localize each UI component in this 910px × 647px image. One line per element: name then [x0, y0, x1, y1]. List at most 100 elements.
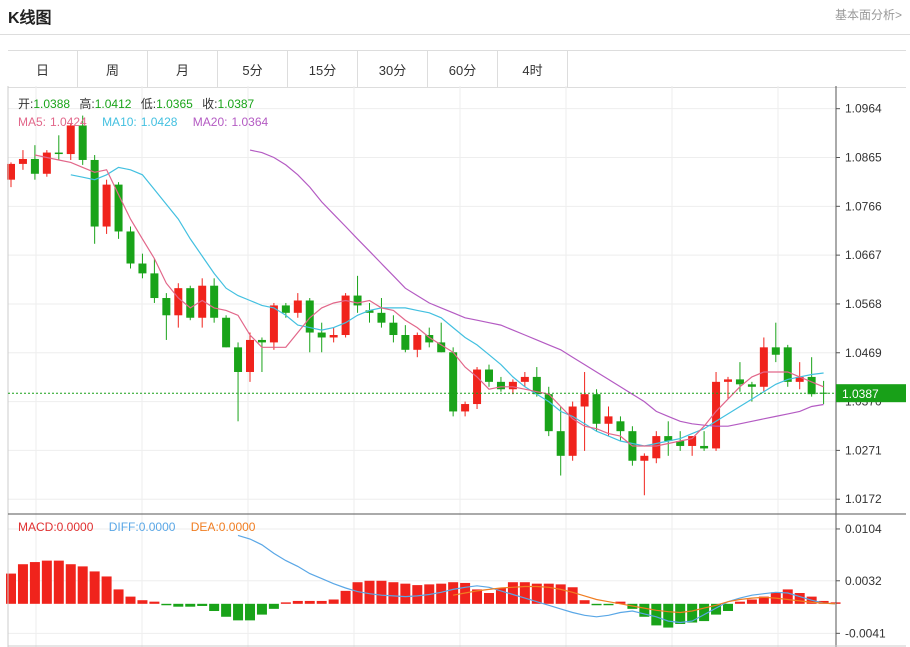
- fundamental-analysis-link[interactable]: 基本面分析>: [834, 8, 902, 22]
- candle-body: [592, 394, 601, 424]
- tab-month[interactable]: 月: [148, 51, 218, 87]
- candle-body: [652, 436, 661, 459]
- candle-body: [150, 273, 159, 299]
- macd-bar: [137, 600, 148, 604]
- candle-body: [329, 335, 338, 338]
- tab-5min[interactable]: 5分: [218, 51, 288, 87]
- macd-bar: [699, 603, 710, 622]
- ohlc-legend: 开:1.0388 高:1.0412 低:1.0365 收:1.0387: [18, 96, 255, 111]
- candle-body: [771, 347, 780, 355]
- candle: [102, 179, 111, 234]
- candle-body: [293, 300, 302, 313]
- ma20-line: [249, 149, 824, 427]
- candle: [807, 357, 816, 397]
- candle: [54, 135, 63, 160]
- candle-body: [508, 381, 517, 390]
- candle-body: [365, 310, 374, 313]
- price-tick-label: 1.0568: [845, 297, 882, 311]
- candle-body: [353, 295, 362, 306]
- macd-bar: [209, 603, 220, 612]
- macd-bar: [6, 573, 16, 604]
- ma10-legend-label: MA10:: [102, 115, 137, 129]
- macd-bar: [65, 564, 76, 604]
- candle: [724, 376, 732, 400]
- macd-bar: [292, 600, 303, 604]
- candle: [162, 293, 171, 340]
- macd-bar: [507, 582, 518, 604]
- candle: [747, 381, 756, 402]
- candle-body: [580, 394, 589, 407]
- macd-bar: [591, 603, 602, 606]
- tab-week[interactable]: 周: [78, 51, 148, 87]
- kline-chart[interactable]: 1.0964 1.0865 1.0766 1.0667 1.0568 1.0469 1.03…: [0, 86, 910, 647]
- macd-tick-label: -0.0041: [845, 626, 886, 640]
- candle: [126, 226, 135, 269]
- candle: [473, 367, 482, 409]
- macd-bar: [173, 603, 184, 607]
- open-label: 开:: [18, 97, 33, 111]
- tab-4hour[interactable]: 4时: [498, 51, 568, 87]
- tab-15min[interactable]: 15分: [288, 51, 358, 87]
- candle-body: [532, 376, 541, 395]
- candle-body: [556, 431, 565, 456]
- candle: [42, 150, 51, 177]
- macd-bar: [161, 603, 172, 606]
- candle: [449, 347, 458, 417]
- tab-30min[interactable]: 30分: [358, 51, 428, 87]
- macd-bar: [340, 590, 351, 604]
- candlestick-series: [7, 115, 828, 496]
- candle-body: [568, 406, 577, 456]
- ma20-legend-value: 1.0364: [231, 115, 268, 129]
- dea-line: [452, 585, 836, 614]
- candle-body: [616, 421, 625, 432]
- macd-bar: [555, 584, 566, 604]
- candle-body: [676, 441, 685, 446]
- candle-body: [485, 369, 493, 382]
- candle-body: [102, 184, 111, 227]
- candle-body: [425, 335, 434, 343]
- candle: [30, 145, 39, 180]
- candle-body: [437, 342, 446, 353]
- candle: [341, 293, 350, 338]
- macd-bar: [484, 593, 494, 604]
- candle: [652, 431, 661, 464]
- candle: [66, 122, 75, 160]
- candle: [795, 362, 804, 390]
- candle: [664, 421, 673, 456]
- macd-legend-label: MACD:: [18, 520, 57, 534]
- macd-bar: [675, 603, 686, 624]
- candle-body: [724, 379, 732, 382]
- candle-body: [30, 158, 39, 174]
- axes: 1.0964 1.0865 1.0766 1.0667 1.0568 1.0469 1.03…: [7, 86, 906, 647]
- macd-bar: [352, 582, 363, 604]
- tab-day[interactable]: 日: [8, 51, 78, 87]
- macd-bar: [519, 582, 530, 604]
- candle-body: [520, 376, 529, 382]
- macd-bar: [364, 580, 375, 604]
- candle-body: [42, 152, 51, 174]
- macd-bar: [495, 587, 506, 604]
- candle: [437, 322, 446, 353]
- macd-bar: [579, 600, 590, 604]
- candle-body: [174, 288, 183, 316]
- macd-bar: [233, 603, 244, 621]
- candle-body: [819, 392, 828, 394]
- macd-bar: [245, 603, 255, 621]
- candle: [640, 453, 649, 496]
- macd-bar: [376, 580, 387, 604]
- macd-bar: [436, 583, 447, 604]
- price-tick-label: 1.0865: [845, 150, 882, 164]
- macd-bar: [639, 603, 650, 617]
- dea-legend-value: 0.0000: [219, 520, 256, 534]
- diff-legend-value: 0.0000: [139, 520, 176, 534]
- candle: [604, 406, 613, 437]
- candle: [150, 258, 159, 303]
- candle-body: [305, 300, 314, 333]
- candle: [616, 416, 625, 442]
- macd-bar: [818, 600, 829, 604]
- candle: [759, 337, 768, 392]
- macd-bar: [746, 599, 757, 604]
- tab-60min[interactable]: 60分: [428, 51, 498, 87]
- candle: [269, 302, 278, 350]
- candle-body: [54, 152, 63, 155]
